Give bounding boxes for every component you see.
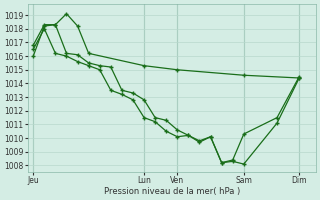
X-axis label: Pression niveau de la mer( hPa ): Pression niveau de la mer( hPa ) bbox=[104, 187, 240, 196]
